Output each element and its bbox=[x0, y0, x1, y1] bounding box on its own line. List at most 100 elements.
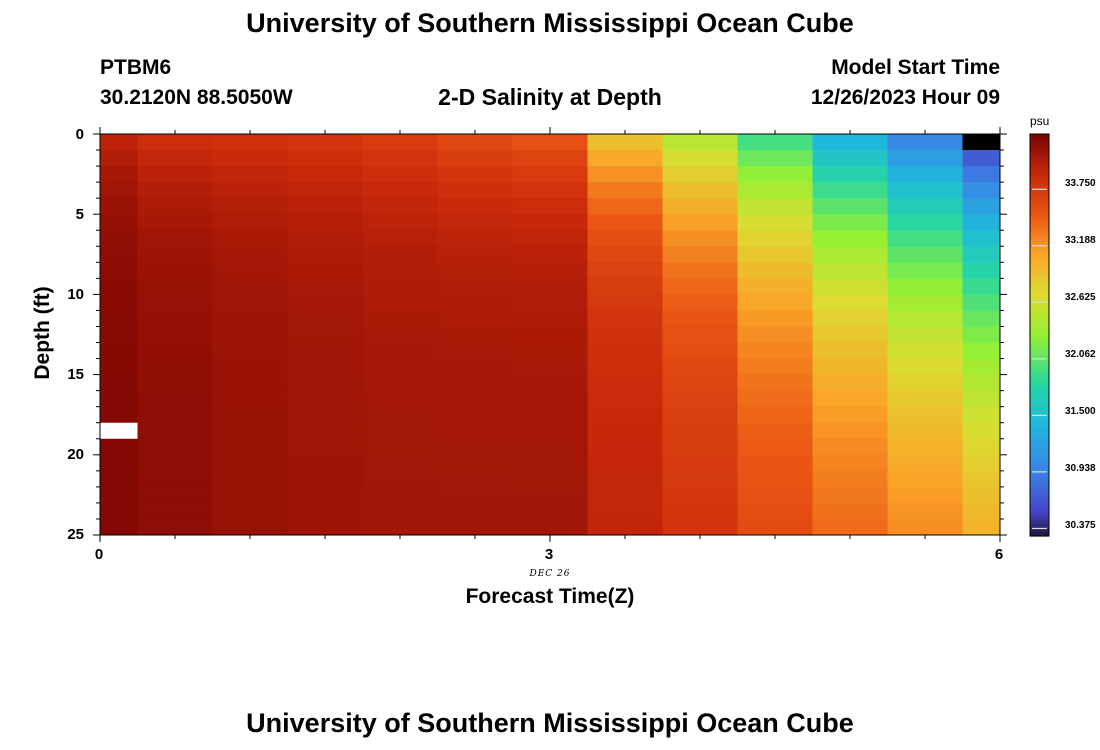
heatmap-cell bbox=[737, 342, 813, 360]
colorbar-swatch bbox=[1030, 463, 1049, 469]
heatmap-cell bbox=[137, 390, 213, 408]
colorbar-swatch bbox=[1030, 371, 1049, 376]
heatmap-cell bbox=[662, 278, 738, 295]
heatmap-cell bbox=[137, 294, 213, 311]
heatmap-cell bbox=[212, 166, 288, 183]
colorbar-tick-label: 33.750 bbox=[1065, 178, 1096, 189]
heatmap-cell bbox=[662, 358, 738, 376]
colorbar-swatch bbox=[1030, 339, 1049, 344]
heatmap-cell bbox=[737, 390, 813, 408]
heatmap-cell bbox=[212, 134, 288, 151]
heatmap-cell bbox=[287, 278, 363, 295]
heatmap-cell bbox=[137, 230, 213, 247]
colorbar-swatch bbox=[1030, 379, 1049, 384]
heatmap-cell bbox=[362, 294, 438, 311]
heatmap-cell bbox=[100, 198, 138, 215]
heatmap-cell bbox=[587, 262, 663, 279]
heatmap-cell bbox=[437, 166, 513, 183]
heatmap-cell bbox=[212, 230, 288, 247]
heatmap-cell bbox=[662, 374, 738, 392]
colorbar-swatch bbox=[1030, 475, 1049, 481]
colorbar-swatch bbox=[1030, 214, 1049, 220]
heatmap-cell bbox=[662, 454, 738, 472]
heatmap-cell bbox=[100, 310, 138, 327]
heatmap-cell bbox=[100, 182, 138, 199]
colorbar-unit-label: psu bbox=[1030, 114, 1050, 128]
heatmap-cell bbox=[737, 518, 813, 536]
x-axis-label: Forecast Time(Z) bbox=[465, 585, 635, 608]
y-tick-label: 20 bbox=[67, 446, 84, 463]
heatmap-cell bbox=[287, 470, 363, 488]
heatmap-cell bbox=[887, 230, 963, 247]
heatmap-cell bbox=[887, 182, 963, 199]
heatmap-cell bbox=[137, 342, 213, 360]
heatmap-cell bbox=[212, 454, 288, 472]
heatmap-cell bbox=[737, 150, 813, 167]
heatmap-cell bbox=[100, 246, 138, 263]
heatmap-cell bbox=[212, 518, 288, 536]
heatmap-cell bbox=[587, 390, 663, 408]
heatmap-cell bbox=[662, 390, 738, 408]
heatmap-cell bbox=[212, 294, 288, 311]
heatmap-cell bbox=[887, 214, 963, 231]
heatmap-cell bbox=[962, 214, 1001, 231]
heatmap-cell bbox=[512, 358, 588, 376]
colorbar-swatch bbox=[1030, 270, 1049, 276]
heatmap-cell bbox=[887, 310, 963, 327]
colorbar-swatch bbox=[1030, 230, 1049, 236]
heatmap-cell bbox=[212, 390, 288, 408]
heatmap-cell bbox=[587, 182, 663, 199]
heatmap-cell bbox=[812, 262, 888, 279]
heatmap-cell bbox=[212, 486, 288, 504]
colorbar-swatch bbox=[1030, 435, 1049, 441]
colorbar-swatch bbox=[1030, 383, 1049, 388]
heatmap-cell bbox=[587, 358, 663, 376]
plot-title: 2-D Salinity at Depth bbox=[438, 84, 662, 110]
colorbar-swatch bbox=[1030, 395, 1049, 400]
heatmap-cell bbox=[437, 278, 513, 295]
colorbar-swatch bbox=[1030, 483, 1049, 489]
colorbar-swatch bbox=[1030, 206, 1049, 211]
colorbar-swatch bbox=[1030, 343, 1049, 348]
colorbar-swatch bbox=[1030, 399, 1049, 404]
colorbar-swatch bbox=[1030, 238, 1049, 244]
colorbar-swatch bbox=[1030, 222, 1049, 228]
heatmap-cell bbox=[737, 262, 813, 279]
heatmap-cell bbox=[362, 406, 438, 424]
colorbar-swatch bbox=[1030, 391, 1049, 396]
heatmap-cell bbox=[737, 486, 813, 504]
heatmap-cell bbox=[362, 310, 438, 327]
heatmap-cell bbox=[887, 454, 963, 472]
colorbar-swatch bbox=[1030, 174, 1049, 179]
colorbar-swatch bbox=[1030, 531, 1049, 537]
heatmap-cell bbox=[812, 326, 888, 344]
heatmap-cell bbox=[100, 406, 138, 424]
heatmap-cell bbox=[662, 438, 738, 456]
heatmap-cell bbox=[362, 182, 438, 199]
heatmap-cell bbox=[737, 454, 813, 472]
y-tick-label: 10 bbox=[67, 286, 84, 303]
colorbar-swatch bbox=[1030, 254, 1049, 260]
colorbar-swatch bbox=[1030, 519, 1049, 525]
heatmap-cell bbox=[437, 422, 513, 440]
heatmap-cell bbox=[737, 134, 813, 151]
heatmap-cell bbox=[437, 518, 513, 536]
heatmap-cell bbox=[287, 374, 363, 392]
heatmap-cell bbox=[362, 166, 438, 183]
heatmap-cell bbox=[137, 422, 213, 440]
colorbar-swatch bbox=[1030, 423, 1049, 429]
heatmap-cell bbox=[662, 406, 738, 424]
heatmap-cell bbox=[887, 134, 963, 151]
colorbar-swatch bbox=[1030, 419, 1049, 425]
heatmap-cell bbox=[737, 310, 813, 327]
heatmap-cell bbox=[287, 342, 363, 360]
heatmap-cell bbox=[812, 214, 888, 231]
heatmap-cell bbox=[887, 294, 963, 311]
heatmap-cell bbox=[887, 342, 963, 360]
colorbar-tick-label: 30.375 bbox=[1065, 520, 1096, 531]
heatmap-cell bbox=[437, 470, 513, 488]
heatmap-cell bbox=[100, 214, 138, 231]
colorbar-swatch bbox=[1030, 515, 1049, 521]
heatmap-cell bbox=[737, 326, 813, 344]
